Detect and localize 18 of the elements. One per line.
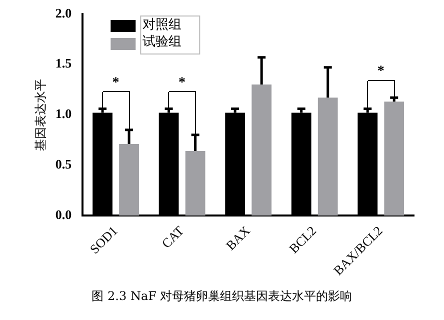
bar bbox=[185, 151, 206, 216]
legend-label: 试验组 bbox=[142, 34, 182, 50]
y-tick-label: 1.0 bbox=[55, 106, 72, 122]
bar bbox=[384, 102, 404, 216]
y-tick-label: 1.5 bbox=[55, 56, 72, 71]
y-tick-label: 0.5 bbox=[55, 156, 72, 172]
bar bbox=[318, 98, 338, 216]
x-tick-label: CAT bbox=[158, 222, 187, 251]
annotation: * bbox=[178, 75, 186, 90]
bar bbox=[119, 144, 139, 216]
caption: 图 2.3 NaF 对母猪卵巢组织基因表达水平的影响 bbox=[90, 288, 354, 305]
y-tick-label: 0.0 bbox=[55, 206, 72, 222]
y-tick-label: 2.0 bbox=[55, 5, 72, 20]
annotation: * bbox=[112, 75, 120, 90]
annotation: * bbox=[377, 64, 384, 80]
legend-label: 对照组 bbox=[142, 17, 182, 32]
y-axis-title: 基因表达水平 bbox=[33, 78, 48, 151]
bar bbox=[252, 84, 272, 216]
